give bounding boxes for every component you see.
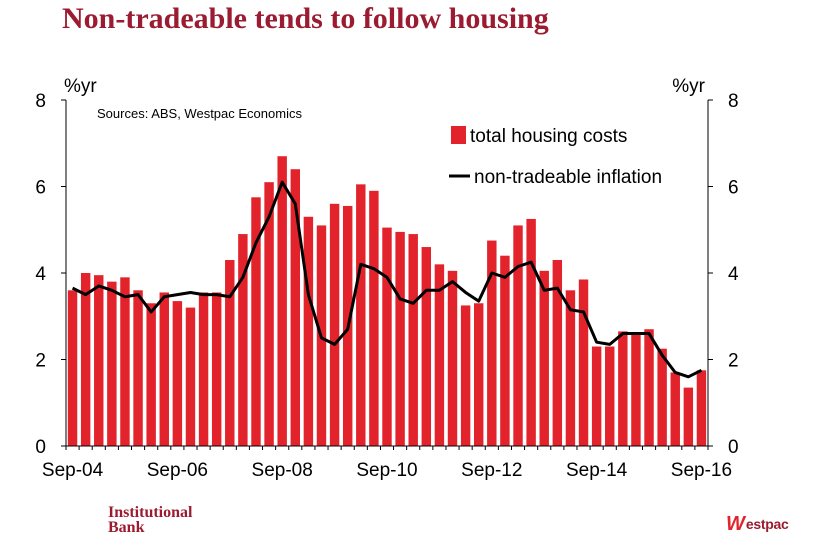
x-tick-label: Sep-12: [461, 460, 522, 481]
left-y-tick-label: 6: [35, 178, 46, 199]
bar-Mar-11: [408, 234, 418, 446]
bar-Sep-08: [277, 156, 287, 446]
bar-Sep-07: [225, 260, 235, 446]
axes: 0 0 2 2 4 4 6 6 8 8 Sep-04 Sep-06 Sep-08 Sep-10 Sep-12…: [35, 91, 739, 481]
westpac-w-icon: W: [726, 512, 745, 535]
bar-Mar-16: [670, 372, 680, 446]
bar-Jun-06: [159, 292, 169, 446]
bar-Mar-06: [146, 303, 156, 446]
bar-Sep-05: [120, 277, 130, 446]
right-y-tick-label: 6: [728, 178, 739, 199]
bar-Sep-10: [382, 227, 392, 446]
bar-Sep-15: [644, 329, 654, 446]
bar-Dec-04: [80, 273, 91, 446]
right-y-tick-label: 2: [728, 351, 739, 372]
legend-line-label: non-tradeable inflation: [474, 167, 662, 188]
bar-Sep-06: [172, 301, 183, 446]
bar-Sep-11: [434, 264, 445, 446]
institutional-logo-line1: Institutional: [108, 504, 193, 521]
bar-Jun-07: [211, 292, 222, 446]
bar-Mar-08: [251, 197, 261, 446]
bar-Dec-06: [185, 307, 196, 446]
bar-Sep-04: [67, 290, 78, 446]
left-y-tick-label: 2: [35, 351, 46, 372]
bar-Dec-14: [605, 346, 615, 446]
right-y-tick-label: 4: [728, 264, 739, 285]
bar-Dec-13: [552, 260, 563, 446]
x-tick-label: Sep-10: [356, 460, 417, 481]
bar-Jun-16: [683, 387, 694, 446]
x-tick-label: Sep-16: [671, 460, 732, 481]
bar-Jun-12: [474, 303, 484, 446]
x-tick-label: Sep-08: [252, 460, 313, 481]
bar-Mar-15: [618, 331, 628, 446]
right-y-tick-label: 0: [728, 437, 739, 458]
bar-Dec-12: [500, 255, 510, 446]
bar-Mar-10: [356, 184, 366, 446]
institutional-bank-logo: Institutional Bank: [108, 504, 193, 536]
bar-Mar-14: [565, 290, 576, 446]
bar-Sep-13: [539, 270, 549, 446]
bar-Dec-10: [395, 231, 405, 446]
bar-Sep-16: [696, 370, 707, 446]
bar-Jun-14: [578, 279, 589, 446]
bar-series: [67, 156, 707, 446]
bar-Mar-12: [460, 305, 471, 446]
bar-Mar-09: [303, 216, 314, 446]
bar-Jun-10: [369, 190, 379, 446]
bar-Jun-11: [421, 247, 432, 446]
bar-Dec-07: [238, 234, 248, 446]
x-tick-label: Sep-04: [42, 460, 104, 481]
bar-Jun-05: [107, 281, 117, 446]
bar-Jun-15: [631, 333, 641, 446]
institutional-logo-line2: Bank: [108, 519, 145, 536]
bar-Dec-05: [133, 290, 143, 446]
x-tick-label: Sep-06: [147, 460, 208, 481]
legend-bar-label: total housing costs: [470, 126, 627, 147]
bar-Dec-08: [290, 169, 300, 446]
chart-title: Non-tradeable tends to follow housing: [62, 2, 549, 35]
x-tick-label: Sep-14: [566, 460, 628, 481]
non-tradeable-inflation-line: [71, 180, 703, 379]
bar-Sep-09: [329, 203, 340, 446]
bar-Mar-13: [513, 225, 523, 446]
left-unit-label: %yr: [64, 76, 97, 97]
bar-Jun-13: [526, 218, 536, 446]
left-y-tick-label: 8: [35, 91, 46, 112]
bar-Dec-15: [657, 348, 667, 446]
source-note: Sources: ABS, Westpac Economics: [97, 106, 302, 121]
bar-Mar-07: [198, 292, 209, 446]
left-y-tick-label: 4: [35, 264, 46, 285]
westpac-logo: W estpac: [726, 512, 789, 535]
left-y-tick-label: 0: [35, 437, 46, 458]
bar-Sep-12: [487, 240, 497, 446]
legend: total housing costs non-tradeable inflat…: [449, 126, 662, 188]
right-unit-label: %yr: [672, 76, 705, 97]
legend-bar-swatch: [451, 126, 466, 144]
bar-Jun-08: [264, 182, 274, 446]
westpac-wordmark: estpac: [745, 516, 789, 532]
bar-Dec-11: [447, 270, 458, 446]
bar-Mar-05: [94, 275, 104, 446]
bar-Sep-14: [591, 346, 602, 446]
right-y-tick-label: 8: [728, 91, 739, 112]
